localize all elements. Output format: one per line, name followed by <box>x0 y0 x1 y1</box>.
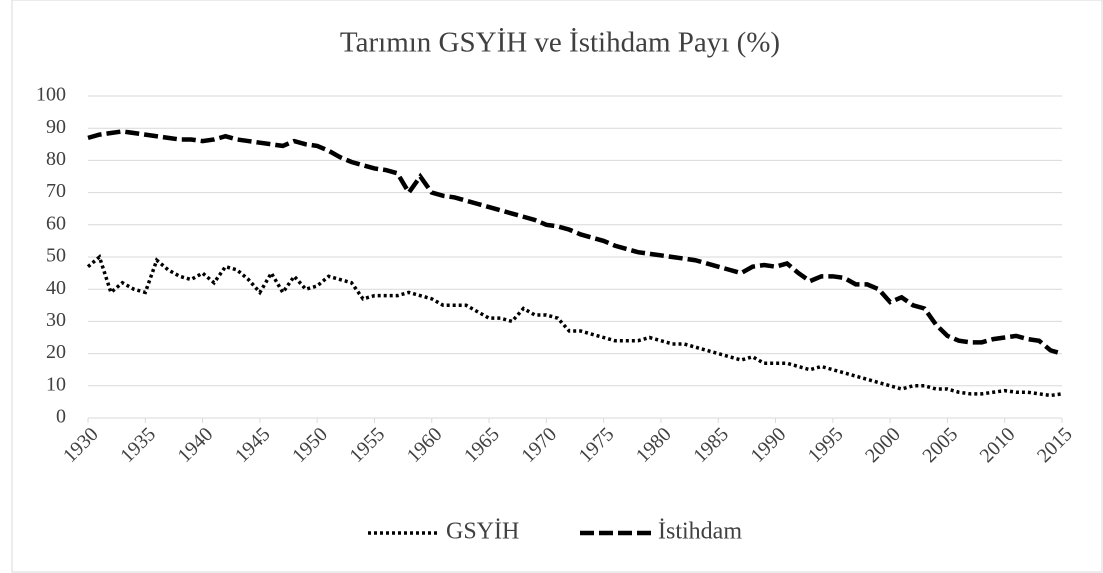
data-line <box>86 253 1063 398</box>
y-tick-label: 100 <box>36 84 66 106</box>
y-tick-label: 30 <box>46 309 66 331</box>
y-tick-label: 10 <box>46 373 66 395</box>
chart-title: Tarımın GSYİH ve İstihdam Payı (%) <box>340 27 780 59</box>
y-tick-label: 0 <box>56 406 66 428</box>
legend-label: İstihdam <box>658 519 742 545</box>
y-tick-label: 60 <box>46 212 66 234</box>
y-tick-label: 50 <box>46 245 66 267</box>
y-tick-label: 70 <box>46 180 66 202</box>
y-tick-label: 80 <box>46 148 66 170</box>
y-tick-label: 90 <box>46 116 66 138</box>
chart-frame <box>11 0 1103 573</box>
legend-label: GSYİH <box>446 519 519 545</box>
y-tick-label: 20 <box>46 341 66 363</box>
y-tick-label: 40 <box>46 277 66 299</box>
data-line <box>87 129 1063 356</box>
